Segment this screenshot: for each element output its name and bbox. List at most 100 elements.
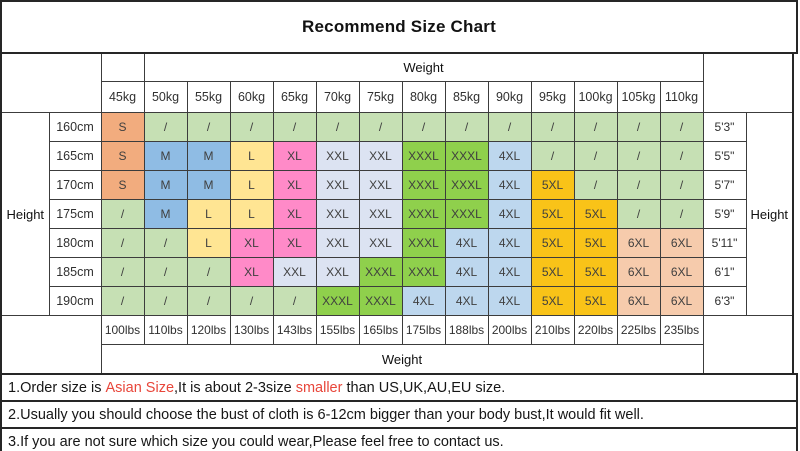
weight-lbs-header: 130lbs bbox=[229, 315, 274, 345]
size-cell: XXXL bbox=[358, 286, 403, 316]
size-cell: M bbox=[186, 170, 231, 200]
size-cell: / bbox=[100, 257, 145, 287]
size-cell: 5XL bbox=[530, 199, 575, 229]
corner-blank-bottom-right bbox=[702, 315, 794, 375]
height-row-header: 180cm bbox=[48, 228, 102, 258]
size-cell: XXXL bbox=[401, 141, 446, 171]
weight-lbs-header: 210lbs bbox=[530, 315, 575, 345]
size-cell: XXXL bbox=[401, 199, 446, 229]
size-cell: L bbox=[186, 228, 231, 258]
weight-col-header: 75kg bbox=[358, 81, 403, 113]
height-ft-cell: 5'5" bbox=[702, 141, 747, 171]
weight-lbs-header: 120lbs bbox=[186, 315, 231, 345]
weight-col-header: 110kg bbox=[659, 81, 704, 113]
size-cell: XXXL bbox=[444, 141, 489, 171]
page-title: Recommend Size Chart bbox=[302, 17, 496, 36]
size-row: 175cm / M L L XL XXL XXL XXXL XXXL 4XL 5XL 5XL //5'9" bbox=[1, 199, 793, 229]
size-cell: 6XL bbox=[616, 228, 661, 258]
size-cell: / bbox=[573, 170, 618, 200]
size-row: 165cm S M M L XL XXL XXL XXXL XXXL 4XL / / //5'5" bbox=[1, 141, 793, 171]
height-ft-cell: 5'11" bbox=[702, 228, 747, 258]
height-row-header: 185cm bbox=[48, 257, 102, 287]
height-row-header: 190cm bbox=[48, 286, 102, 316]
height-ft-cell: 5'3" bbox=[702, 112, 747, 142]
size-row: Height 160cm S / / / / / / / / / / / //5'3" Height bbox=[0, 112, 794, 316]
weight-col-header: 45kg bbox=[100, 81, 145, 113]
weight-col-header: 60kg bbox=[229, 81, 274, 113]
size-cell: / bbox=[573, 112, 618, 142]
size-cell: XL bbox=[229, 228, 274, 258]
weight-col-header: 50kg bbox=[143, 81, 188, 113]
size-cell: 4XL bbox=[487, 141, 532, 171]
note-segment: than US,UK,AU,EU size. bbox=[342, 379, 506, 396]
height-row-header: 160cm bbox=[48, 112, 102, 142]
size-cell: 4XL bbox=[444, 228, 489, 258]
weight-lbs-header: 220lbs bbox=[573, 315, 618, 345]
weight-col-header: 100kg bbox=[573, 81, 618, 113]
weight-lbs-header: 143lbs bbox=[272, 315, 317, 345]
size-cell: 5XL bbox=[530, 170, 575, 200]
size-cell: 4XL bbox=[487, 228, 532, 258]
weight-col-header: 55kg bbox=[186, 81, 231, 113]
size-cell: XXL bbox=[315, 170, 360, 200]
bottom-weight-row: Weight bbox=[1, 344, 793, 375]
height-ft-cell: 5'7" bbox=[702, 170, 747, 200]
size-cell: / bbox=[530, 141, 575, 171]
table-body: Height 160cm S / / / / / / / / / / / //5'3" Height 165cm… bbox=[0, 112, 794, 375]
weight-col-header: 85kg bbox=[444, 81, 489, 113]
size-cell: XXL bbox=[358, 199, 403, 229]
size-cell: XL bbox=[272, 141, 317, 171]
size-row: 170cm S M M L XL XXL XXL XXXL XXXL 4XL 5XL / //5'7" bbox=[1, 170, 793, 200]
size-cell: XXL bbox=[272, 257, 317, 287]
weight-col-header: 70kg bbox=[315, 81, 360, 113]
height-ft-cell: 6'3" bbox=[702, 286, 747, 316]
size-cell: / bbox=[573, 141, 618, 171]
blank-above-45kg bbox=[100, 52, 145, 82]
table-head: Weight 45kg 50kg 55kg 60kg 65kg 70kg 75kg 80kg 85… bbox=[0, 52, 794, 113]
weight-lbs-header: 165lbs bbox=[358, 315, 403, 345]
size-cell: / bbox=[659, 141, 704, 171]
notes-section: 1.Order size is Asian Size ,It is about 2… bbox=[0, 373, 800, 451]
size-cell: / bbox=[616, 141, 661, 171]
size-cell: S bbox=[100, 141, 145, 171]
size-cell: / bbox=[487, 112, 532, 142]
size-row: 185cm / / / XL XXL XXL XXXL XXXL 4XL 4XL 5XL 5XL 6XL 6… bbox=[1, 257, 793, 287]
size-cell: / bbox=[659, 199, 704, 229]
size-cell: / bbox=[401, 112, 446, 142]
note-3: 3.If you are not sure which size you cou… bbox=[0, 427, 798, 451]
corner-blank-top-left bbox=[0, 52, 102, 113]
size-cell: XXXL bbox=[401, 257, 446, 287]
lbs-row: 100lbs 110lbs 120lbs 130lbs 143lbs 155lbs 165l… bbox=[0, 315, 794, 375]
weight-lbs-header: 100lbs bbox=[100, 315, 145, 345]
corner-blank-top-right bbox=[702, 52, 794, 113]
size-cell: 4XL bbox=[487, 286, 532, 316]
size-cell: 4XL bbox=[444, 257, 489, 287]
size-cell: 5XL bbox=[573, 228, 618, 258]
weight-col-header: 105kg bbox=[616, 81, 661, 113]
size-cell: XXXL bbox=[315, 286, 360, 316]
size-cell: L bbox=[186, 199, 231, 229]
size-cell: / bbox=[659, 112, 704, 142]
size-cell: / bbox=[100, 199, 145, 229]
size-chart-table: Weight 45kg 50kg 55kg 60kg 65kg 70kg 75kg 80kg 85… bbox=[0, 52, 794, 375]
size-cell: 4XL bbox=[444, 286, 489, 316]
size-cell: L bbox=[229, 199, 274, 229]
size-cell: XL bbox=[229, 257, 274, 287]
size-cell: XXL bbox=[358, 170, 403, 200]
weight-lbs-header: 175lbs bbox=[401, 315, 446, 345]
size-cell: S bbox=[100, 112, 145, 142]
size-cell: / bbox=[229, 112, 274, 142]
note-2: 2.Usually you should choose the bust of … bbox=[0, 400, 798, 429]
size-cell: 4XL bbox=[487, 257, 532, 287]
note-segment: Asian Size bbox=[105, 379, 175, 396]
size-cell: 6XL bbox=[616, 286, 661, 316]
size-cell: 5XL bbox=[530, 228, 575, 258]
weight-lbs-header: 225lbs bbox=[616, 315, 661, 345]
size-cell: 5XL bbox=[573, 286, 618, 316]
size-cell: / bbox=[616, 112, 661, 142]
note-segment: 2.Usually you should choose the bust of … bbox=[8, 406, 644, 423]
weight-col-header: 95kg bbox=[530, 81, 575, 113]
size-cell: 4XL bbox=[487, 170, 532, 200]
height-header-left: Height bbox=[0, 112, 50, 316]
size-cell: 5XL bbox=[530, 257, 575, 287]
